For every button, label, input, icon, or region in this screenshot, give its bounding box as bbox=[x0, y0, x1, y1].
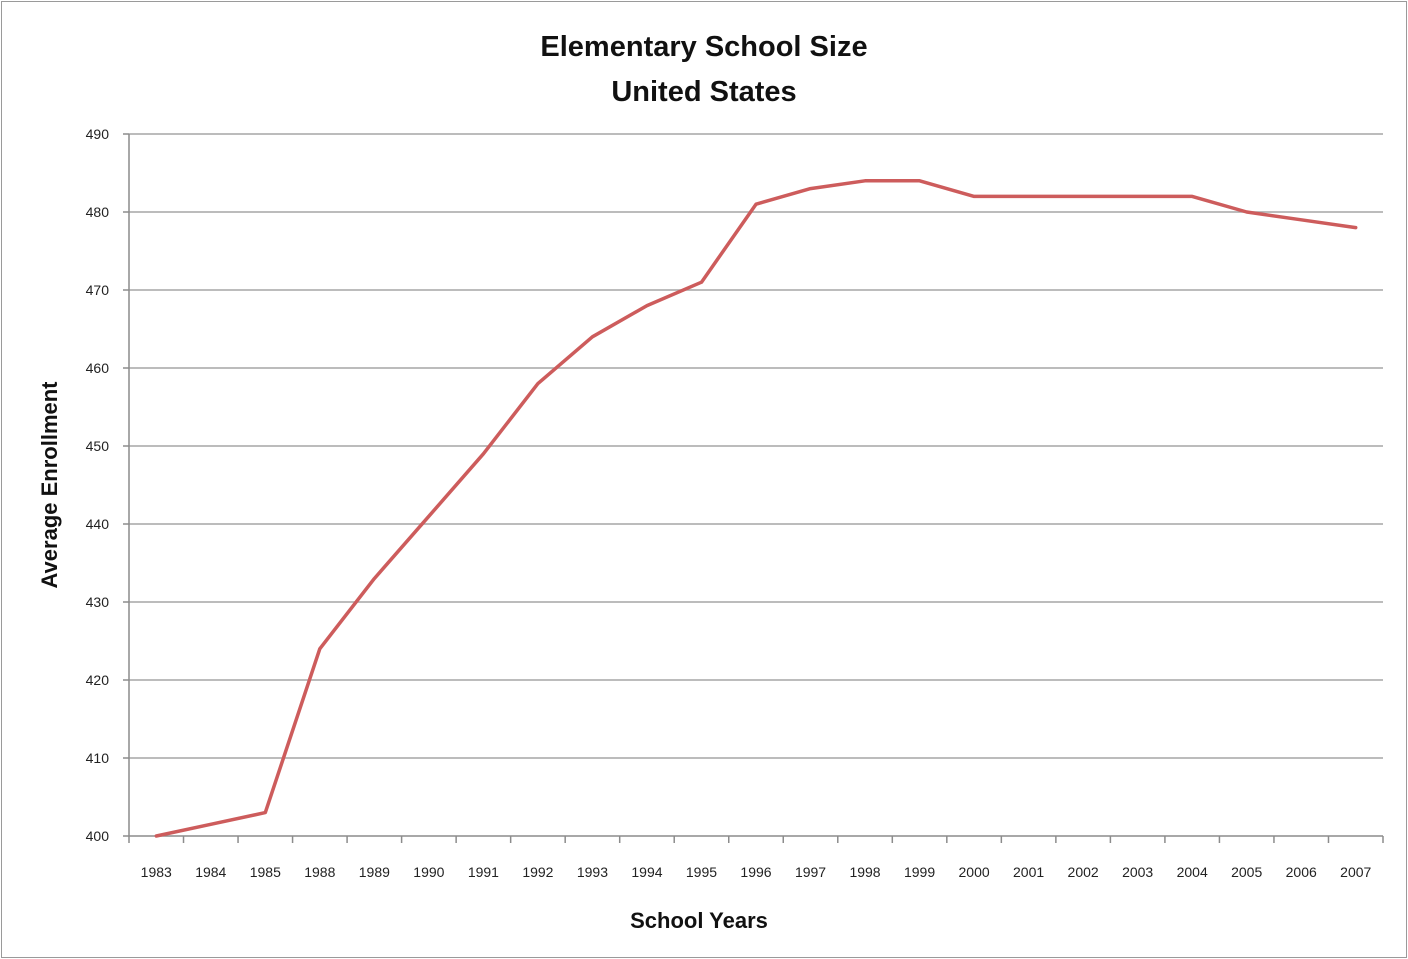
y-axis-title: Average Enrollment bbox=[37, 381, 62, 589]
x-tick-label: 2000 bbox=[959, 864, 990, 880]
x-tick-label: 1996 bbox=[740, 864, 771, 880]
x-tick-label: 1995 bbox=[686, 864, 717, 880]
x-tick-label: 2007 bbox=[1340, 864, 1371, 880]
x-tick-label: 1999 bbox=[904, 864, 935, 880]
x-tick-label: 2006 bbox=[1286, 864, 1317, 880]
x-tick-label: 2004 bbox=[1177, 864, 1208, 880]
series-layer bbox=[154, 179, 1358, 838]
y-tick-label: 480 bbox=[86, 204, 110, 220]
x-tick-label: 1989 bbox=[359, 864, 390, 880]
chart-subtitle: United States bbox=[611, 76, 796, 108]
axes bbox=[123, 133, 1384, 843]
x-tick-label: 2001 bbox=[1013, 864, 1044, 880]
x-tick-label: 1998 bbox=[849, 864, 880, 880]
x-tick-label: 1991 bbox=[468, 864, 499, 880]
x-tick-label: 1997 bbox=[795, 864, 826, 880]
x-tick-label: 2002 bbox=[1068, 864, 1099, 880]
x-tick-label: 2003 bbox=[1122, 864, 1153, 880]
x-tick-label: 1985 bbox=[250, 864, 281, 880]
x-tick-label: 1992 bbox=[522, 864, 553, 880]
series-line-0 bbox=[154, 179, 1358, 838]
y-tick-label: 470 bbox=[86, 282, 110, 298]
chart-title: Elementary School Size bbox=[540, 31, 867, 63]
y-tick-label: 420 bbox=[86, 672, 110, 688]
x-tick-label: 2005 bbox=[1231, 864, 1262, 880]
y-tick-label: 400 bbox=[86, 828, 110, 844]
y-tick-label: 460 bbox=[86, 360, 110, 376]
x-tick-label: 1990 bbox=[413, 864, 444, 880]
y-tick-labels: 400 410 420 430 440 450 460 470 480 490 bbox=[86, 126, 110, 844]
x-axis-title: School Years bbox=[630, 908, 768, 933]
y-tick-label: 450 bbox=[86, 438, 110, 454]
x-tick-label: 1984 bbox=[195, 864, 226, 880]
x-tick-label: 1988 bbox=[304, 864, 335, 880]
x-tick-label: 1994 bbox=[631, 864, 662, 880]
x-tick-label: 1993 bbox=[577, 864, 608, 880]
y-tick-label: 490 bbox=[86, 126, 110, 142]
x-tick-label: 1983 bbox=[141, 864, 172, 880]
y-tick-label: 430 bbox=[86, 594, 110, 610]
gridlines bbox=[129, 133, 1383, 759]
x-tick-labels: 1983 1984 1985 1988 1989 1990 1991 1992 1993 1994… bbox=[141, 864, 1372, 880]
y-tick-label: 440 bbox=[86, 516, 110, 532]
y-tick-label: 410 bbox=[86, 750, 110, 766]
